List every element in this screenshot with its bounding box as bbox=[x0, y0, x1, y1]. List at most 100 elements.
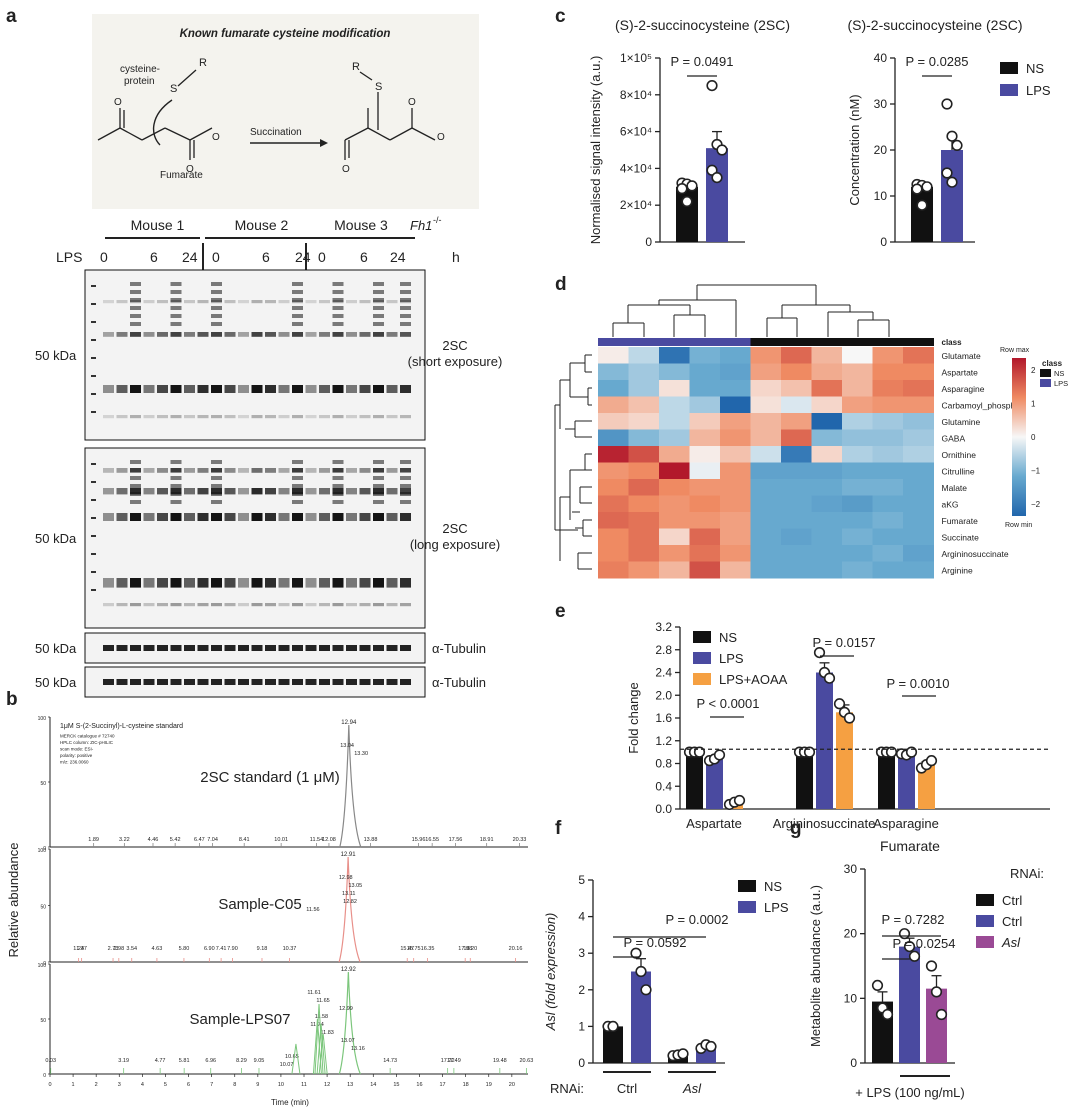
smear-band bbox=[292, 290, 303, 294]
band bbox=[103, 488, 114, 495]
band bbox=[346, 488, 357, 495]
band bbox=[278, 513, 290, 521]
bond bbox=[189, 127, 213, 141]
y-tick-label: 2.8 bbox=[655, 643, 672, 657]
band bbox=[386, 468, 398, 473]
band bbox=[265, 513, 276, 521]
data-point bbox=[823, 672, 836, 684]
chart-title: (S)-2-succinocysteine (2SC) bbox=[615, 17, 790, 33]
bond bbox=[164, 127, 191, 141]
y-tick-label: 0.8 bbox=[655, 757, 672, 771]
heatmap-cell bbox=[842, 528, 873, 546]
band bbox=[359, 645, 371, 651]
chart-e: 0.0 0.4 0.8 1.2 1.6 2.0 2.4 2.8 3.2 Fold change As… bbox=[626, 620, 1050, 831]
y-tick-label: 20 bbox=[844, 927, 858, 941]
y-tick-label: 100 bbox=[38, 848, 47, 854]
data-point bbox=[916, 199, 928, 211]
row-label: Fumarate bbox=[942, 516, 979, 526]
heatmap-cell bbox=[659, 429, 690, 447]
heatmap-cell bbox=[750, 561, 782, 579]
heatmap-cell bbox=[750, 446, 782, 463]
peak-label: 5.80 bbox=[179, 946, 190, 952]
peak-label: 10.37 bbox=[283, 946, 297, 952]
y-tick-label: 3 bbox=[578, 946, 585, 960]
band bbox=[305, 578, 317, 588]
heatmap-cell bbox=[720, 446, 751, 463]
heatmap-cell bbox=[689, 479, 721, 496]
class-bar-cell bbox=[720, 338, 751, 346]
band bbox=[346, 679, 357, 685]
scale-tick: 2 bbox=[1031, 366, 1036, 375]
peak-label: 11.65 bbox=[316, 998, 329, 1004]
band bbox=[251, 645, 263, 651]
scale-tick: 1 bbox=[1031, 400, 1036, 409]
band bbox=[332, 385, 344, 393]
smear-band bbox=[170, 484, 182, 488]
data-point bbox=[640, 984, 652, 996]
main-peak bbox=[338, 856, 361, 963]
fh1-label: Fh1 bbox=[410, 218, 432, 233]
smear-band bbox=[211, 492, 222, 496]
blot-label: (long exposure) bbox=[410, 537, 500, 552]
band bbox=[265, 385, 276, 393]
bond bbox=[97, 127, 121, 141]
heatmap-cell bbox=[720, 479, 751, 496]
band bbox=[130, 415, 141, 419]
band bbox=[143, 679, 155, 685]
heatmap-cell bbox=[903, 446, 934, 463]
ladder-mark bbox=[91, 339, 96, 341]
row-dendrogram bbox=[554, 354, 592, 570]
x-tick-label: 3 bbox=[118, 1082, 121, 1088]
heatmap-cell bbox=[750, 429, 782, 447]
peak bbox=[318, 1033, 328, 1075]
heatmap-cell bbox=[811, 446, 843, 463]
band bbox=[224, 679, 236, 685]
heatmap-cell bbox=[750, 545, 782, 562]
p-value: P = 0.7282 bbox=[881, 912, 944, 927]
heatmap-cell bbox=[903, 561, 934, 579]
band bbox=[251, 513, 263, 521]
band bbox=[116, 513, 128, 521]
ladder-mark bbox=[91, 321, 96, 323]
heatmap-cell bbox=[689, 545, 721, 562]
peak-label: 13.16 bbox=[351, 1046, 365, 1052]
heatmap-cell bbox=[811, 396, 843, 414]
band bbox=[130, 578, 141, 588]
smear-band bbox=[373, 322, 384, 326]
bar-lps bbox=[706, 148, 728, 242]
band bbox=[292, 645, 303, 651]
legend-label: Asl bbox=[1001, 935, 1021, 950]
bond bbox=[367, 127, 391, 141]
band bbox=[224, 513, 236, 521]
column-dendrogram bbox=[612, 284, 890, 337]
data-point bbox=[881, 1008, 894, 1021]
heatmap-cell bbox=[811, 495, 843, 513]
band bbox=[373, 645, 384, 651]
x-tick-label: 5 bbox=[164, 1082, 167, 1088]
panel-letter-c: c bbox=[555, 6, 566, 27]
y-tick-label: 50 bbox=[40, 905, 46, 911]
blot-frame bbox=[84, 269, 426, 441]
y-tick-label: 40 bbox=[874, 51, 888, 65]
smear-band bbox=[332, 476, 344, 480]
heatmap-cell bbox=[872, 413, 904, 430]
band bbox=[170, 578, 182, 588]
legend-label: LPS bbox=[1026, 83, 1051, 98]
timepoint-label: 6 bbox=[262, 249, 270, 265]
heatmap-cell bbox=[598, 347, 629, 364]
y-tick-label: 30 bbox=[874, 97, 888, 111]
row-label: Argininosuccinate bbox=[942, 549, 1009, 559]
band bbox=[373, 578, 384, 588]
heatmap-cell bbox=[750, 495, 782, 513]
data-point bbox=[935, 1008, 948, 1021]
data-point bbox=[946, 176, 958, 188]
smear-band bbox=[400, 492, 411, 496]
timepoint-label: 0 bbox=[100, 249, 108, 265]
smear-band bbox=[400, 468, 411, 472]
heatmap-cell bbox=[872, 462, 904, 480]
band bbox=[346, 578, 357, 588]
legend-swatch bbox=[693, 652, 711, 664]
band bbox=[224, 603, 236, 607]
peak-label: 12.98 bbox=[339, 875, 353, 881]
p-value: P = 0.0010 bbox=[886, 676, 949, 691]
